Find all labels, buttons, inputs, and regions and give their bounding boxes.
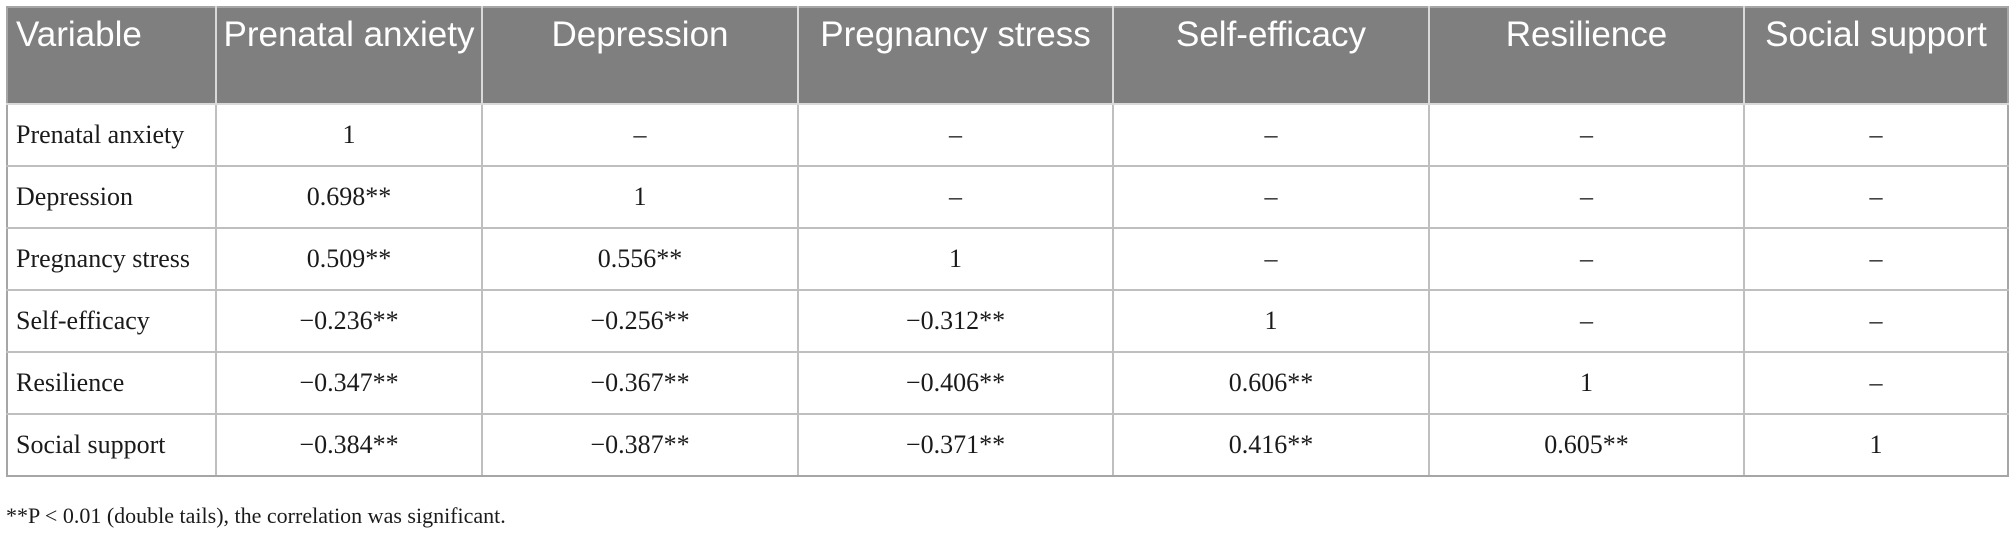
table-row: Resilience −0.347** −0.367** −0.406** 0.… (6, 351, 2009, 415)
row-label: Resilience (6, 351, 217, 415)
header-row: Variable Prenatal anxiety Depression Pre… (6, 6, 2009, 105)
table-row: Depression 0.698** 1 – – – – (6, 165, 2009, 229)
header-social-support: Social support (1743, 6, 2009, 105)
table-row: Self-efficacy −0.236** −0.256** −0.312**… (6, 289, 2009, 353)
table-cell: – (1112, 103, 1430, 167)
table-cell: – (1743, 289, 2009, 353)
row-label: Self-efficacy (6, 289, 217, 353)
correlation-table-container: Variable Prenatal anxiety Depression Pre… (6, 6, 2009, 477)
header-resilience: Resilience (1428, 6, 1745, 105)
row-label: Social support (6, 413, 217, 477)
header-variable: Variable (6, 6, 217, 105)
table-cell: 0.698** (215, 165, 483, 229)
correlation-table: Variable Prenatal anxiety Depression Pre… (6, 6, 2009, 477)
row-label: Depression (6, 165, 217, 229)
header-pregnancy-stress: Pregnancy stress (797, 6, 1114, 105)
header-depression: Depression (481, 6, 799, 105)
table-cell: – (481, 103, 799, 167)
table-cell: – (1428, 289, 1745, 353)
table-cell: −0.367** (481, 351, 799, 415)
table-cell: 0.606** (1112, 351, 1430, 415)
table-cell: −0.312** (797, 289, 1114, 353)
table-cell: −0.406** (797, 351, 1114, 415)
table-cell: – (1743, 103, 2009, 167)
table-footnote: **P < 0.01 (double tails), the correlati… (6, 503, 506, 528)
table-cell: −0.347** (215, 351, 483, 415)
table-cell: 1 (1743, 413, 2009, 477)
table-cell: 1 (481, 165, 799, 229)
table-cell: 0.509** (215, 227, 483, 291)
table-cell: – (1112, 227, 1430, 291)
row-label: Pregnancy stress (6, 227, 217, 291)
table-cell: −0.371** (797, 413, 1114, 477)
table-cell: 0.416** (1112, 413, 1430, 477)
table-cell: 1 (1112, 289, 1430, 353)
table-cell: 1 (215, 103, 483, 167)
header-self-efficacy: Self-efficacy (1112, 6, 1430, 105)
table-cell: −0.384** (215, 413, 483, 477)
table-cell: 1 (1428, 351, 1745, 415)
table-cell: – (1428, 227, 1745, 291)
table-row: Pregnancy stress 0.509** 0.556** 1 – – – (6, 227, 2009, 291)
table-cell: – (797, 103, 1114, 167)
table-cell: −0.256** (481, 289, 799, 353)
table-cell: −0.387** (481, 413, 799, 477)
table-cell: 1 (797, 227, 1114, 291)
table-cell: 0.605** (1428, 413, 1745, 477)
table-cell: – (1428, 103, 1745, 167)
table-cell: – (797, 165, 1114, 229)
row-label: Prenatal anxiety (6, 103, 217, 167)
table-cell: −0.236** (215, 289, 483, 353)
table-row: Prenatal anxiety 1 – – – – – (6, 103, 2009, 167)
table-cell: – (1112, 165, 1430, 229)
header-prenatal-anxiety: Prenatal anxiety (215, 6, 483, 105)
table-cell: – (1428, 165, 1745, 229)
table-row: Social support −0.384** −0.387** −0.371*… (6, 413, 2009, 477)
table-cell: – (1743, 165, 2009, 229)
table-cell: – (1743, 351, 2009, 415)
table-cell: 0.556** (481, 227, 799, 291)
table-cell: – (1743, 227, 2009, 291)
